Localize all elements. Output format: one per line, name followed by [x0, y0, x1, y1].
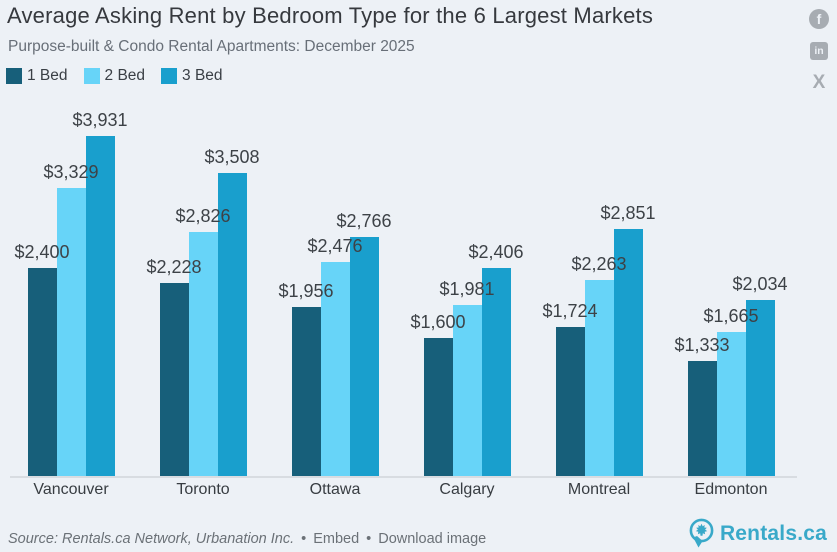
x-axis-labels: Vancouver Toronto Ottawa Calgary Montreal Edm…: [5, 481, 797, 499]
bar-1bed-toronto: $2,228: [146, 257, 202, 476]
legend-swatch-2bed: [83, 68, 100, 84]
linkedin-share-icon[interactable]: in: [810, 42, 828, 60]
footer: Source: Rentals.ca Network, Urbanation I…: [8, 531, 486, 547]
bar-value-label: $1,600: [410, 312, 466, 332]
bar-1bed-calgary: $1,600: [410, 312, 466, 476]
bar-value-label: $1,724: [542, 301, 598, 321]
bar-1bed-ottawa: $1,956: [278, 281, 334, 476]
bar-1bed-montreal: $1,724: [542, 301, 598, 476]
bar-value-label: $3,508: [204, 147, 260, 167]
x-axis-label-ottawa: Ottawa: [309, 481, 361, 498]
bar-1bed-vancouver: $2,400: [14, 242, 70, 476]
bar-value-label: $1,665: [703, 306, 759, 326]
bar-3bed-ottawa: $2,766: [336, 211, 392, 476]
bar-value-label: $1,956: [278, 281, 334, 301]
bar-value-label: $2,851: [600, 203, 656, 223]
bar-value-label: $2,263: [571, 254, 627, 274]
bar-group-vancouver: $2,400 $3,329 $3,931: [5, 96, 137, 476]
legend-label-2bed: 2 Bed: [104, 67, 146, 84]
footer-bullet: •: [301, 531, 307, 547]
embed-link[interactable]: Embed: [313, 531, 360, 547]
bar-2bed-calgary: $1,981: [439, 279, 495, 476]
bar-value-label: $1,333: [674, 335, 730, 355]
bar-value-label: $2,826: [175, 206, 231, 226]
bar-3bed-vancouver: $3,931: [72, 110, 128, 476]
chart-subtitle: Purpose-built & Condo Rental Apartments:…: [8, 38, 415, 55]
legend-swatch-1bed: [6, 68, 22, 84]
bar-3bed-edmonton: $2,034: [732, 274, 788, 476]
legend-label-3bed: 3 Bed: [182, 67, 223, 84]
bar-3bed-calgary: $2,406: [468, 242, 524, 476]
rentals-ca-logo[interactable]: Rentals.ca: [688, 518, 827, 549]
maple-leaf-pin-icon: [689, 518, 714, 548]
legend-item-2bed: 2 Bed: [83, 67, 146, 85]
bar-value-label: $2,228: [146, 257, 202, 277]
bar-group-montreal: $1,724 $2,263 $2,851: [533, 96, 665, 476]
bar-value-label: $1,981: [439, 279, 495, 299]
brand-wordmark: Rentals.ca: [719, 521, 827, 545]
bar-3bed-toronto: $3,508: [204, 147, 260, 476]
download-image-link[interactable]: Download image: [378, 531, 487, 547]
facebook-share-icon[interactable]: f: [809, 9, 829, 29]
bar-value-label: $3,329: [43, 162, 99, 182]
legend-label-1bed: 1 Bed: [27, 67, 68, 84]
x-axis-label-edmonton: Edmonton: [694, 481, 768, 498]
footer-bullet: •: [366, 531, 372, 547]
bar-1bed-edmonton: $1,333: [674, 335, 730, 476]
bar-value-label: $3,931: [72, 110, 128, 130]
bar-group-ottawa: $1,956 $2,476 $2,766: [269, 96, 401, 476]
bar-group-edmonton: $1,333 $1,665 $2,034: [665, 96, 797, 476]
x-axis-label-vancouver: Vancouver: [33, 481, 109, 498]
x-axis-line: [10, 476, 797, 478]
bar-2bed-montreal: $2,263: [571, 254, 627, 476]
legend-item-1bed: 1 Bed: [6, 67, 68, 85]
bar-group-toronto: $2,228 $2,826 $3,508: [137, 96, 269, 476]
x-share-icon[interactable]: X: [812, 72, 826, 93]
source-credit: Source: Rentals.ca Network, Urbanation I…: [8, 531, 295, 547]
page-title: Average Asking Rent by Bedroom Type for …: [7, 3, 654, 28]
legend-swatch-3bed: [161, 68, 178, 84]
bar-group-calgary: $1,600 $1,981 $2,406: [401, 96, 533, 476]
x-axis-label-montreal: Montreal: [567, 481, 631, 498]
bar-value-label: $2,400: [14, 242, 70, 262]
bar-value-label: $2,034: [732, 274, 788, 294]
bar-2bed-vancouver: $3,329: [43, 162, 99, 476]
x-axis-label-toronto: Toronto: [176, 481, 230, 498]
bar-2bed-toronto: $2,826: [175, 206, 231, 476]
plot-area: $2,400 $3,329 $3,931 $2,228 $2,826 $3,508 $1,9…: [5, 96, 797, 476]
bar-value-label: $2,406: [468, 242, 524, 262]
chart-legend: 1 Bed 2 Bed 3 Bed: [6, 67, 223, 85]
bar-2bed-ottawa: $2,476: [307, 236, 363, 476]
social-share-bar: f in X: [809, 9, 829, 92]
bar-value-label: $2,476: [307, 236, 363, 256]
bar-3bed-montreal: $2,851: [600, 203, 656, 476]
legend-item-3bed: 3 Bed: [161, 67, 223, 85]
bar-2bed-edmonton: $1,665: [703, 306, 759, 476]
x-axis-label-calgary: Calgary: [439, 481, 495, 498]
bar-value-label: $2,766: [336, 211, 392, 231]
